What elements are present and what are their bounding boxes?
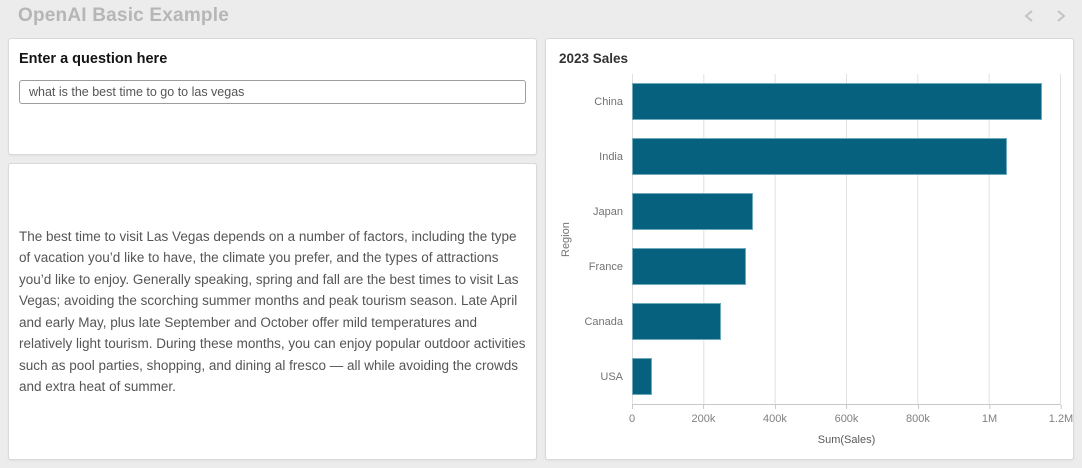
answer-text: The best time to visit Las Vegas depends… bbox=[19, 228, 526, 395]
x-tick-label: 1.2M bbox=[1048, 405, 1074, 425]
y-tick-label: Japan bbox=[593, 205, 623, 218]
question-panel: Enter a question here bbox=[8, 38, 537, 155]
app-header: OpenAI Basic Example bbox=[0, 0, 1082, 30]
bar-row bbox=[632, 184, 1060, 239]
x-tick-label: 200k bbox=[691, 405, 716, 425]
y-tick-label: France bbox=[588, 261, 623, 274]
bar-row bbox=[632, 239, 1060, 294]
x-tick-label: 1M bbox=[981, 405, 998, 425]
app-title: OpenAI Basic Example bbox=[18, 5, 229, 26]
bar-chart: Region China India Japan France Canada USA 0 2… bbox=[558, 74, 1073, 449]
bar-usa[interactable] bbox=[632, 358, 652, 395]
chart-title: 2023 Sales bbox=[559, 51, 629, 66]
y-tick-label: Canada bbox=[584, 316, 623, 329]
answer-panel: The best time to visit Las Vegas depends… bbox=[8, 163, 537, 460]
bar-china[interactable] bbox=[632, 83, 1043, 120]
y-tick-label: India bbox=[599, 150, 623, 163]
chart-plot-area bbox=[632, 74, 1061, 405]
x-axis-title: Sum(Sales) bbox=[817, 434, 876, 446]
bar-row bbox=[632, 74, 1060, 129]
chevron-right-icon bbox=[1057, 10, 1066, 22]
sheet-navigation bbox=[1020, 7, 1070, 25]
y-tick-label: China bbox=[594, 95, 623, 108]
x-tick-label: 0 bbox=[628, 405, 636, 425]
bar-row bbox=[632, 129, 1060, 184]
bar-india[interactable] bbox=[632, 138, 1007, 175]
y-axis-labels: China India Japan France Canada USA bbox=[574, 74, 632, 405]
chevron-left-icon bbox=[1024, 10, 1033, 22]
x-tick-label: 400k bbox=[763, 405, 787, 425]
x-tick-label: 800k bbox=[906, 405, 930, 425]
x-tick-label: 600k bbox=[834, 405, 859, 425]
bar-canada[interactable] bbox=[632, 303, 722, 340]
question-panel-title: Enter a question here bbox=[19, 51, 168, 67]
bar-japan[interactable] bbox=[632, 193, 754, 230]
x-axis-ticks: 0 200k 400k 600k 800k 1M 1.2M bbox=[628, 405, 1073, 431]
bar-row bbox=[632, 294, 1060, 349]
next-sheet-button[interactable] bbox=[1052, 7, 1070, 25]
chart-panel: 2023 Sales Region China India Japan France C… bbox=[545, 38, 1074, 460]
y-tick-label: USA bbox=[600, 371, 623, 384]
bar-row bbox=[632, 349, 1060, 404]
previous-sheet-button[interactable] bbox=[1020, 7, 1038, 25]
bar-france[interactable] bbox=[632, 248, 747, 285]
question-input[interactable] bbox=[19, 80, 526, 104]
left-column: Enter a question here The best time to v… bbox=[8, 38, 537, 460]
sheet-content: Enter a question here The best time to v… bbox=[0, 30, 1082, 468]
y-axis-title: Region bbox=[560, 222, 572, 257]
